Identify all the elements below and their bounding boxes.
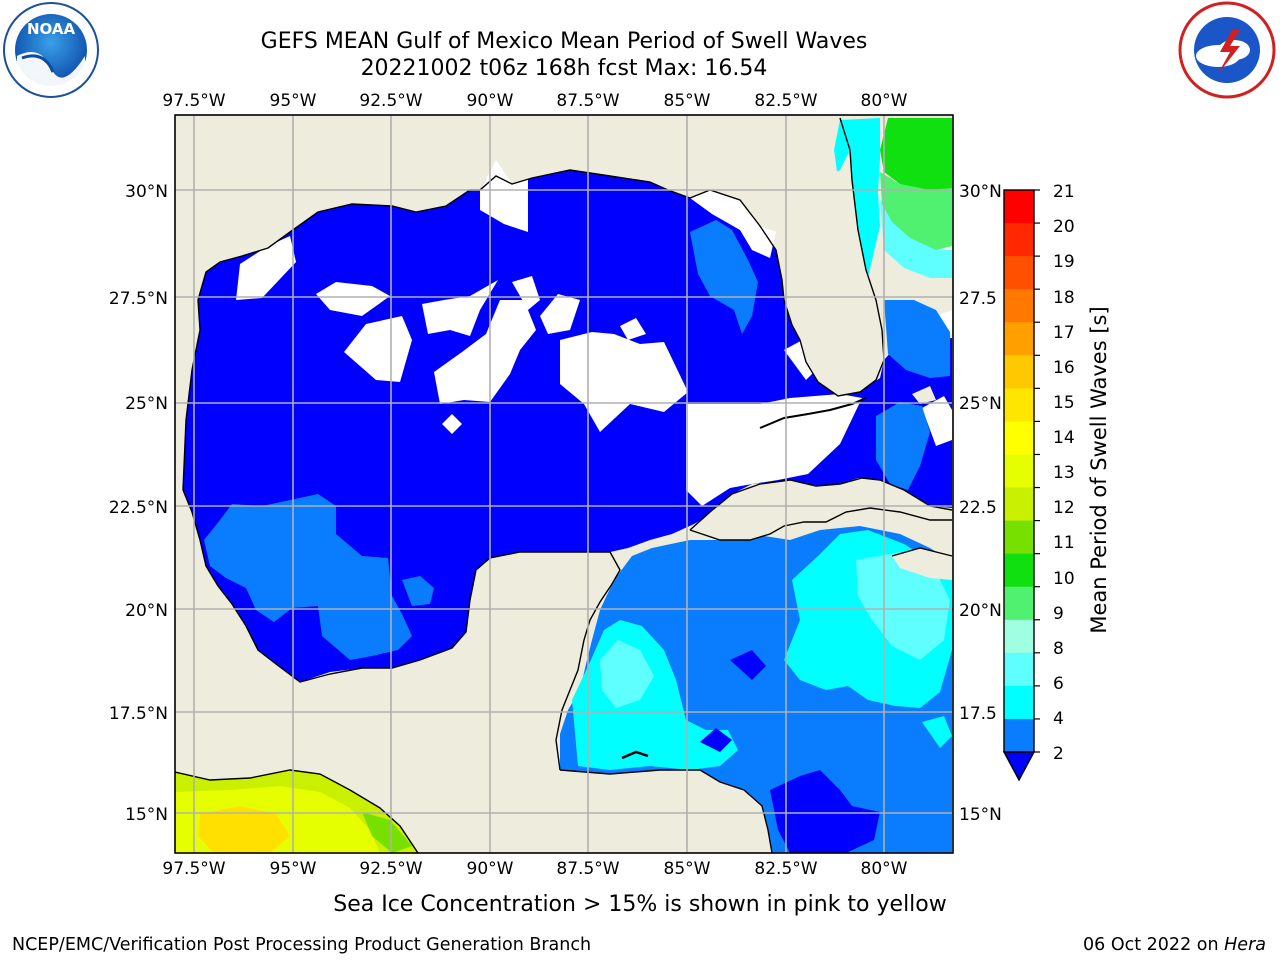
lat-label: 22.5°N <box>109 498 168 518</box>
lon-label: 85°W <box>664 859 711 879</box>
lon-label: 80°W <box>861 859 908 879</box>
lat-label: 17.5 <box>959 704 997 724</box>
title-line-2: 20221002 t06z 168h fcst Max: 16.54 <box>361 56 768 81</box>
lon-label: 90°W <box>467 859 514 879</box>
lat-label: 20°N <box>125 601 168 621</box>
lon-label: 82.5°W <box>754 859 817 879</box>
lon-label: 85°W <box>664 91 711 111</box>
colorbar-swatch <box>1004 223 1034 257</box>
lat-label: 15°N <box>959 805 1002 825</box>
colorbar-swatch <box>1004 289 1034 323</box>
lat-label: 30°N <box>125 182 168 202</box>
colorbar-extension <box>1002 751 1036 782</box>
colorbar-tick: 8 <box>1053 639 1064 659</box>
colorbar-swatch <box>1004 586 1034 621</box>
pacific-swell-zone <box>175 770 418 853</box>
colorbar-swatch <box>1004 685 1034 720</box>
colorbar-swatch <box>1004 619 1034 654</box>
lon-label: 95°W <box>270 91 317 111</box>
map-area <box>175 115 953 853</box>
colorbar-tick: 17 <box>1053 323 1075 343</box>
colorbar-tick: 19 <box>1053 252 1075 272</box>
lon-label: 92.5°W <box>359 91 422 111</box>
latitude-labels-left: 30°N 27.5°N 25°N 22.5°N 20°N 17.5°N 15°N <box>109 182 168 825</box>
colorbar-swatch <box>1004 520 1034 555</box>
map-frame <box>174 114 954 854</box>
colorbar-tick: 12 <box>1053 498 1075 518</box>
colorbar-tick: 14 <box>1053 428 1075 448</box>
longitude-labels-top: 97.5°W 95°W 92.5°W 90°W 87.5°W 85°W 82.5… <box>162 91 907 111</box>
noaa-logo-text: NOAA <box>27 20 76 38</box>
colorbar-label: Mean Period of Swell Waves [s] <box>1087 306 1111 633</box>
lat-label: 25°N <box>125 394 168 414</box>
lon-label: 97.5°W <box>162 91 225 111</box>
colorbar-swatch <box>1004 487 1034 522</box>
lon-label: 82.5°W <box>754 91 817 111</box>
colorbar-tick: 16 <box>1053 358 1075 378</box>
colorbar-tick: 11 <box>1053 533 1075 553</box>
lon-label: 87.5°W <box>556 91 619 111</box>
colorbar-tick: 15 <box>1053 393 1075 413</box>
footer-date: 06 Oct 2022 on <box>1083 935 1224 955</box>
lat-label: 25°N <box>959 394 1002 414</box>
colorbar-swatch <box>1004 454 1034 489</box>
colorbar-tick: 13 <box>1053 463 1075 483</box>
colorbar-swatch <box>1004 355 1034 389</box>
footer-run-info: 06 Oct 2022 on Hera <box>1083 935 1266 955</box>
colorbar-swatch <box>1004 256 1034 290</box>
lat-label: 27.5 <box>959 289 997 309</box>
colorbar <box>1002 189 1040 782</box>
colorbar-swatch <box>1004 421 1034 456</box>
longitude-labels-bottom: 97.5°W 95°W 92.5°W 90°W 87.5°W 85°W 82.5… <box>162 859 907 879</box>
latitude-labels-right: 30°N 27.5 25°N 22.5 20°N 17.5 15°N <box>959 182 1002 825</box>
land-overlays <box>175 115 952 853</box>
graticule <box>175 115 953 853</box>
footer-credit: NCEP/EMC/Verification Post Processing Pr… <box>12 935 591 955</box>
nws-logo-icon <box>1178 1 1276 99</box>
colorbar-tick: 10 <box>1053 569 1075 589</box>
noaa-logo-icon: NOAA <box>3 2 99 98</box>
lat-label: 22.5 <box>959 498 997 518</box>
colorbar-swatch <box>1004 322 1034 356</box>
colorbar-tick: 2 <box>1053 744 1064 764</box>
lon-label: 95°W <box>270 859 317 879</box>
colorbar-frame <box>1003 189 1035 753</box>
lat-label: 27.5°N <box>109 289 168 309</box>
lat-label: 30°N <box>959 182 1002 202</box>
colorbar-swatch <box>1004 553 1034 588</box>
colorbar-tick: 4 <box>1053 709 1064 729</box>
colorbar-tick: 6 <box>1053 674 1064 694</box>
lon-label: 87.5°W <box>556 859 619 879</box>
short-period-blobs <box>700 650 880 853</box>
colorbar-tick-labels: 21 20 19 18 17 16 15 14 13 12 11 10 9 8 … <box>1053 182 1075 764</box>
atlantic-green-zone <box>880 118 952 250</box>
colorbar-swatch <box>1004 718 1034 753</box>
colorbar-swatch <box>1004 388 1034 423</box>
coastlines <box>175 117 953 853</box>
colorbar-tick: 9 <box>1053 604 1064 624</box>
lon-label: 80°W <box>861 91 908 111</box>
colorbar-tick: 21 <box>1053 182 1075 202</box>
lon-label: 90°W <box>467 91 514 111</box>
colorbar-swatch <box>1004 190 1034 224</box>
lat-label: 20°N <box>959 601 1002 621</box>
footer-machine: Hera <box>1224 935 1266 955</box>
lat-label: 17.5°N <box>109 704 168 724</box>
colorbar-swatch <box>1004 652 1034 687</box>
lon-label: 97.5°W <box>162 859 225 879</box>
sea-ice-note: Sea Ice Concentration > 15% is shown in … <box>333 892 947 917</box>
colorbar-tick: 18 <box>1053 288 1075 308</box>
colorbar-tick: 20 <box>1053 217 1075 237</box>
title-line-1: GEFS MEAN Gulf of Mexico Mean Period of … <box>261 29 868 54</box>
lon-label: 92.5°W <box>359 859 422 879</box>
lat-label: 15°N <box>125 805 168 825</box>
medium-period-zone <box>204 220 950 660</box>
